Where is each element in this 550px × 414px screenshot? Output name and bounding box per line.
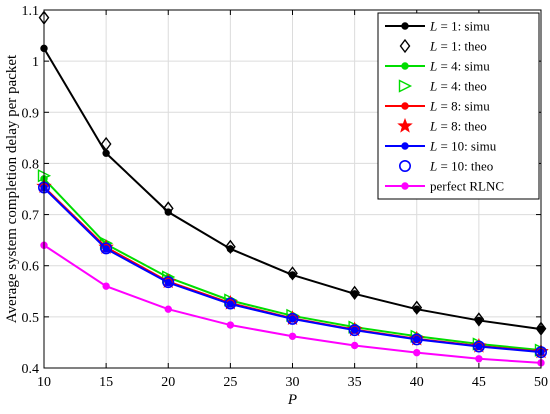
x-tick-label: 10 xyxy=(37,375,51,390)
legend-item: L = 4: theo xyxy=(398,79,487,94)
x-tick-label: 25 xyxy=(223,375,237,390)
y-tick-label: 0.6 xyxy=(22,260,40,275)
legend-label-text: = 8: theo xyxy=(437,119,487,134)
y-axis-label: Average system completion delay per pack… xyxy=(4,54,20,323)
data-point xyxy=(225,239,236,254)
data-point xyxy=(288,315,297,323)
legend-marker xyxy=(401,62,409,70)
legend-marker xyxy=(399,38,411,54)
legend-label-text: = 1: theo xyxy=(437,39,487,54)
legend-item: L = 8: simu xyxy=(385,99,490,114)
data-point xyxy=(411,300,423,315)
data-point xyxy=(350,326,359,334)
data-point xyxy=(475,342,483,351)
data-point xyxy=(102,245,110,253)
data-point xyxy=(288,332,297,340)
data-point xyxy=(100,242,113,255)
legend-marker xyxy=(401,142,409,150)
x-tick-label: 35 xyxy=(348,375,362,390)
legend-item: perfect RLNC xyxy=(385,179,504,194)
x-tick-label: 20 xyxy=(161,375,175,390)
legend-label-var: L xyxy=(429,59,437,74)
legend-label: L = 4: theo xyxy=(429,79,487,94)
legend-marker xyxy=(401,102,409,110)
data-point xyxy=(348,324,361,337)
y-tick-label: 0.4 xyxy=(22,362,40,377)
data-point xyxy=(102,282,110,290)
data-point xyxy=(100,136,112,152)
data-point xyxy=(226,321,235,329)
y-tick-label: 0.9 xyxy=(22,106,40,121)
legend-label-text: = 8: simu xyxy=(437,99,490,114)
y-tick-label: 0.7 xyxy=(22,209,40,224)
data-point xyxy=(164,305,172,313)
data-point xyxy=(473,312,485,327)
legend-marker xyxy=(398,160,411,173)
legend-item: L = 1: simu xyxy=(385,19,490,34)
y-tick-label: 0.8 xyxy=(22,157,40,172)
axis-ticks: 10 15 20 25 30 35 40 45 50 0.4 0.5 0.6 0.7 0.8 0.9 1 1.1 xyxy=(22,4,549,390)
legend-label-var: L xyxy=(429,19,437,34)
legend-marker xyxy=(397,117,413,133)
legend-label-var: L xyxy=(429,159,437,174)
legend-marker xyxy=(398,79,413,93)
data-point xyxy=(472,340,485,353)
legend-item: L = 4: simu xyxy=(385,59,490,74)
data-point xyxy=(164,278,172,287)
data-point xyxy=(475,355,483,363)
legend-label: L = 8: theo xyxy=(429,119,487,134)
data-point xyxy=(413,335,421,344)
legend-label: perfect RLNC xyxy=(430,179,504,194)
y-tick-label: 0.5 xyxy=(22,311,40,326)
legend-label-text: = 4: simu xyxy=(437,59,490,74)
legend-label: L = 4: simu xyxy=(429,59,490,74)
legend-label-var: L xyxy=(429,39,437,54)
legend-label: L = 1: theo xyxy=(429,39,487,54)
legend-label-text: = 1: simu xyxy=(437,19,490,34)
legend-label-var: L xyxy=(429,99,437,114)
legend-label: L = 8: simu xyxy=(429,99,490,114)
legend-item: L = 1: theo xyxy=(399,38,487,54)
x-tick-label: 30 xyxy=(286,375,300,390)
x-tick-label: 15 xyxy=(99,375,113,390)
data-point xyxy=(286,312,299,325)
legend-label-var: L xyxy=(429,79,437,94)
x-axis-label: P xyxy=(287,392,297,408)
legend-label-var: L xyxy=(429,119,437,134)
data-point xyxy=(349,285,360,300)
data-point xyxy=(287,266,298,281)
data-point xyxy=(413,348,421,357)
data-point xyxy=(162,201,174,216)
legend-label-text: = 4: theo xyxy=(437,79,487,94)
legend-label-text: perfect RLNC xyxy=(430,179,504,194)
legend-marker xyxy=(401,182,409,190)
legend-item: L = 8: theo xyxy=(397,117,487,134)
legend-label: L = 1: simu xyxy=(429,19,490,34)
legend-marker xyxy=(401,22,409,30)
y-tick-label: 1.1 xyxy=(22,4,40,19)
y-tick-label: 1 xyxy=(32,55,39,70)
legend-label-var: L xyxy=(429,139,437,154)
legend-label-text: = 10: theo xyxy=(437,159,493,174)
x-tick-label: 50 xyxy=(534,375,548,390)
legend-label-text: = 10: simu xyxy=(437,139,496,154)
x-tick-label: 40 xyxy=(410,375,424,390)
data-point xyxy=(224,297,237,310)
legend-item: L = 10: theo xyxy=(398,159,493,174)
legend-label: L = 10: theo xyxy=(429,159,493,174)
data-point xyxy=(162,276,175,289)
legend-label: L = 10: simu xyxy=(429,139,497,154)
data-point xyxy=(350,341,359,350)
legend-item: L = 10: simu xyxy=(385,139,497,154)
data-point xyxy=(410,333,423,346)
data-point xyxy=(226,300,235,308)
x-tick-label: 45 xyxy=(472,375,486,390)
